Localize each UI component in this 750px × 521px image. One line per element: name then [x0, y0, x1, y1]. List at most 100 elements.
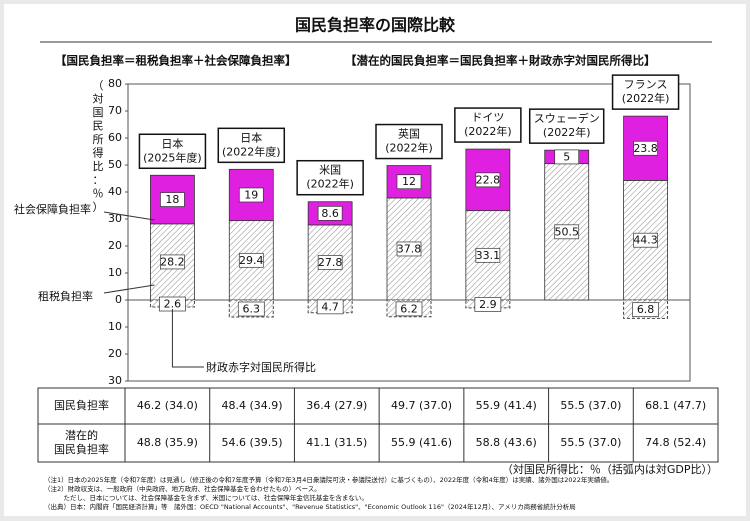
subtitle: 【国民負担率＝租税負担率＋社会保障負担率】 — [55, 54, 297, 68]
y-tick-label: 60 — [108, 131, 122, 144]
table-cell: 54.6 (39.5) — [222, 436, 283, 449]
value-label-box — [238, 252, 264, 268]
category-label: (2022年) — [306, 177, 354, 191]
y-axis-label-char: 対 — [93, 92, 104, 106]
footnote: ただし、日本については、社会保障基金を含まず、米国については、社会保障年金信託基… — [44, 493, 368, 502]
table-cell: 48.8 (35.9) — [137, 436, 198, 449]
y-axis-label-char: ： — [93, 174, 104, 187]
y-tick-label: 30 — [108, 212, 122, 225]
value-label: 28.2 — [160, 255, 185, 268]
value-label: 18 — [165, 193, 179, 206]
table-cell: 55.9 (41.4) — [476, 399, 537, 412]
y-axis-label-char: （ — [93, 79, 104, 92]
value-label-box — [475, 172, 501, 188]
category-label: (2022年) — [464, 124, 512, 138]
category-box — [375, 123, 443, 160]
category-box — [454, 107, 522, 143]
legend-label: 租税負担率 — [38, 289, 93, 303]
value-label-box — [633, 140, 658, 156]
category-label: 日本 — [161, 136, 183, 150]
category-label: 英国 — [398, 127, 420, 141]
category-label: 米国 — [319, 164, 341, 177]
value-label: 6.2 — [400, 302, 418, 315]
category-box — [528, 108, 605, 144]
footnote: （注1）日本の2025年度（令和7年度）は見通し（修正後の令和7年度予算（令和7… — [44, 475, 613, 484]
plot-frame — [127, 83, 691, 382]
value-label-box — [395, 301, 423, 317]
value-label: 2.9 — [479, 298, 497, 311]
value-label: 33.1 — [476, 249, 501, 262]
table-cell: 74.8 (52.4) — [645, 436, 706, 449]
value-label: 37.8 — [397, 242, 422, 255]
legend-label: 財政赤字対国民所得比 — [206, 360, 316, 374]
value-label-box — [238, 187, 264, 203]
row-label: 国民負担率 — [54, 398, 109, 412]
table-cell: 55.5 (37.0) — [560, 399, 621, 412]
table-cell: 41.1 (31.5) — [306, 436, 367, 449]
category-label: (2022年) — [622, 91, 670, 105]
value-label-box — [160, 254, 185, 270]
category-box — [611, 74, 680, 110]
category-label: (2022年) — [385, 141, 433, 155]
y-axis-label-char: 比 — [93, 160, 104, 173]
value-label: 50.5 — [554, 225, 579, 238]
y-tick-label: 50 — [108, 158, 122, 171]
category-box — [138, 133, 207, 170]
value-label-box — [317, 255, 343, 270]
category-label: 日本 — [240, 130, 262, 144]
value-label: 4.7 — [321, 300, 339, 313]
value-label: 8.6 — [321, 207, 339, 220]
y-axis-label: （対国民所得比：％） — [93, 79, 104, 214]
value-label: 19 — [244, 188, 258, 201]
leader — [103, 284, 155, 294]
footnote: （注2）財政収支は、一般政府（中央政府、地方政府、社会保障基金を合わせたもの）ベ… — [44, 484, 321, 493]
y-tick-label: 20 — [108, 347, 122, 360]
table-cell: 36.4 (27.9) — [306, 399, 367, 412]
value-label-box — [316, 299, 344, 315]
value-label: 12 — [402, 175, 416, 188]
value-label: 44.3 — [633, 234, 658, 247]
value-label: 2.6 — [164, 298, 182, 311]
y-tick-label: 0 — [115, 293, 122, 306]
value-label: 22.8 — [476, 173, 501, 186]
value-label-box — [396, 241, 422, 257]
leader — [103, 211, 155, 221]
y-axis-label-char: ） — [93, 201, 104, 214]
category-box — [296, 159, 364, 196]
value-label-box — [396, 174, 422, 190]
value-label-box — [317, 205, 343, 221]
category-label: スウェーデン — [534, 111, 600, 125]
value-label: 6.8 — [637, 303, 655, 316]
y-tick-label: 10 — [108, 320, 122, 333]
unit-note: （対国民所得比：％（括弧内は対GDP比）） — [502, 462, 718, 476]
value-label: 5 — [563, 150, 570, 163]
y-axis-label-char: 民 — [93, 120, 104, 133]
y-tick-label: 30 — [108, 374, 122, 387]
row-label: 潜在的 — [65, 428, 98, 442]
table-frame — [37, 387, 719, 463]
table-cell: 46.2 (34.0) — [137, 399, 198, 412]
y-axis-label-char: 所 — [93, 133, 104, 146]
y-tick-label: 40 — [108, 185, 122, 198]
chart-title: 国民負担率の国際比較 — [295, 16, 456, 35]
value-label-box — [554, 149, 580, 165]
leader — [171, 309, 204, 368]
table-cell: 55.5 (37.0) — [560, 436, 621, 449]
value-label-box — [160, 192, 185, 207]
value-label-box — [554, 224, 580, 240]
legend-label: 社会保障負担率 — [14, 202, 91, 216]
value-label-box — [632, 302, 659, 318]
y-tick-label: 70 — [108, 104, 122, 117]
table-cell: 48.4 (34.9) — [222, 399, 283, 412]
subtitle: 【潜在的国民負担率＝国民負担率＋財政赤字対国民所得比】 — [345, 54, 656, 68]
value-label-box — [474, 297, 502, 312]
value-label: 27.8 — [318, 256, 343, 269]
y-axis-label-char: 得 — [93, 147, 104, 160]
category-label: フランス — [624, 78, 668, 91]
category-label: (2022年度) — [222, 144, 281, 158]
y-tick-label: 20 — [108, 239, 122, 252]
table-cell: 49.7 (37.0) — [391, 399, 452, 412]
row-label: 国民負担率 — [54, 442, 109, 456]
footnote: （出典）日本：内閣府「国民経済計算」等 諸外国：OECD "National A… — [44, 502, 576, 511]
